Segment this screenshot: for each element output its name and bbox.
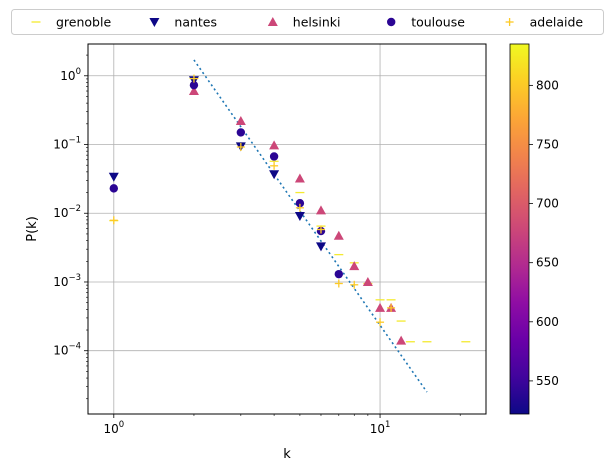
helsinki-point <box>315 205 326 215</box>
legend-item-grenoble: grenoble <box>31 15 111 30</box>
helsinki-point <box>396 335 407 345</box>
helsinki-point <box>349 261 360 271</box>
helsinki-point <box>375 302 386 312</box>
toulouse-legend-marker <box>387 17 396 27</box>
y-axis-label: P(k) <box>25 216 40 242</box>
helsinki-point <box>294 173 305 183</box>
nantes-point <box>294 212 305 222</box>
colorbar-tick-label: 550 <box>536 374 559 388</box>
colorbar-tick-label: 750 <box>536 137 559 151</box>
toulouse-point <box>189 80 199 90</box>
adelaide-point <box>334 279 343 288</box>
legend-item-helsinki: helsinki <box>267 15 341 30</box>
colorbar: 550 600 650 700 750 800 <box>509 43 559 415</box>
nantes-point <box>108 172 119 182</box>
adelaide-point <box>350 280 359 289</box>
legend-item-toulouse: toulouse <box>387 15 465 30</box>
y-tick-label: 100 <box>60 67 81 83</box>
legend-label-grenoble: grenoble <box>56 15 111 30</box>
colorbar-tick-label: 700 <box>536 197 559 211</box>
series-grenoble <box>109 77 471 343</box>
legend-label-helsinki: helsinki <box>293 15 341 30</box>
adelaide-point <box>109 216 118 225</box>
helsinki-point <box>235 115 246 125</box>
nantes-legend-marker <box>149 18 160 27</box>
plot-frame <box>87 43 487 415</box>
toulouse-point <box>236 128 246 137</box>
x-axis-label: k <box>283 447 291 462</box>
helsinki-point <box>269 140 280 150</box>
legend-item-nantes: nantes <box>149 15 217 30</box>
colorbar-tick-label: 600 <box>536 315 559 329</box>
adelaide-point <box>387 303 396 312</box>
legend-item-adelaide: adelaide <box>505 15 584 30</box>
adelaide-point <box>316 225 325 234</box>
adelaide-point <box>236 143 245 152</box>
colorbar-tick-label: 800 <box>536 78 559 92</box>
y-tick-label: 10−2 <box>53 204 81 220</box>
x-tick-label: 101 <box>370 420 391 436</box>
x-tick-label: 100 <box>103 420 124 436</box>
y-tick-label: 10−3 <box>53 273 81 289</box>
adelaide-point <box>270 161 279 170</box>
legend: grenoble nantes helsinki toulouse adelaide <box>11 9 604 35</box>
colorbar-tick-label: 650 <box>536 256 559 270</box>
nantes-point <box>269 170 280 180</box>
series-nantes <box>108 76 326 252</box>
adelaide-point <box>295 203 304 212</box>
toulouse-point <box>295 199 305 208</box>
toulouse-point <box>269 152 279 161</box>
adelaide-point <box>189 74 198 83</box>
series-toulouse <box>109 80 344 279</box>
adelaide-legend-marker <box>505 18 514 26</box>
adelaide-point <box>376 318 385 327</box>
toulouse-point <box>334 269 344 279</box>
nantes-point <box>315 242 326 252</box>
legend-label-adelaide: adelaide <box>530 15 584 30</box>
toulouse-point <box>109 184 119 193</box>
legend-label-nantes: nantes <box>174 15 217 30</box>
series-adelaide <box>109 74 396 327</box>
fit-line <box>193 59 428 393</box>
helsinki-point <box>333 230 344 240</box>
helsinki-point <box>188 86 199 96</box>
y-tick-label: 10−4 <box>53 342 81 358</box>
helsinki-point <box>362 276 373 286</box>
plot-area: 100 101 100 10−1 10−2 10−3 10−4 k P(k) <box>25 43 487 462</box>
legend-label-toulouse: toulouse <box>411 15 465 30</box>
colorbar-gradient <box>509 43 530 415</box>
y-tick-label: 10−1 <box>53 136 81 152</box>
helsinki-legend-marker <box>267 17 278 26</box>
